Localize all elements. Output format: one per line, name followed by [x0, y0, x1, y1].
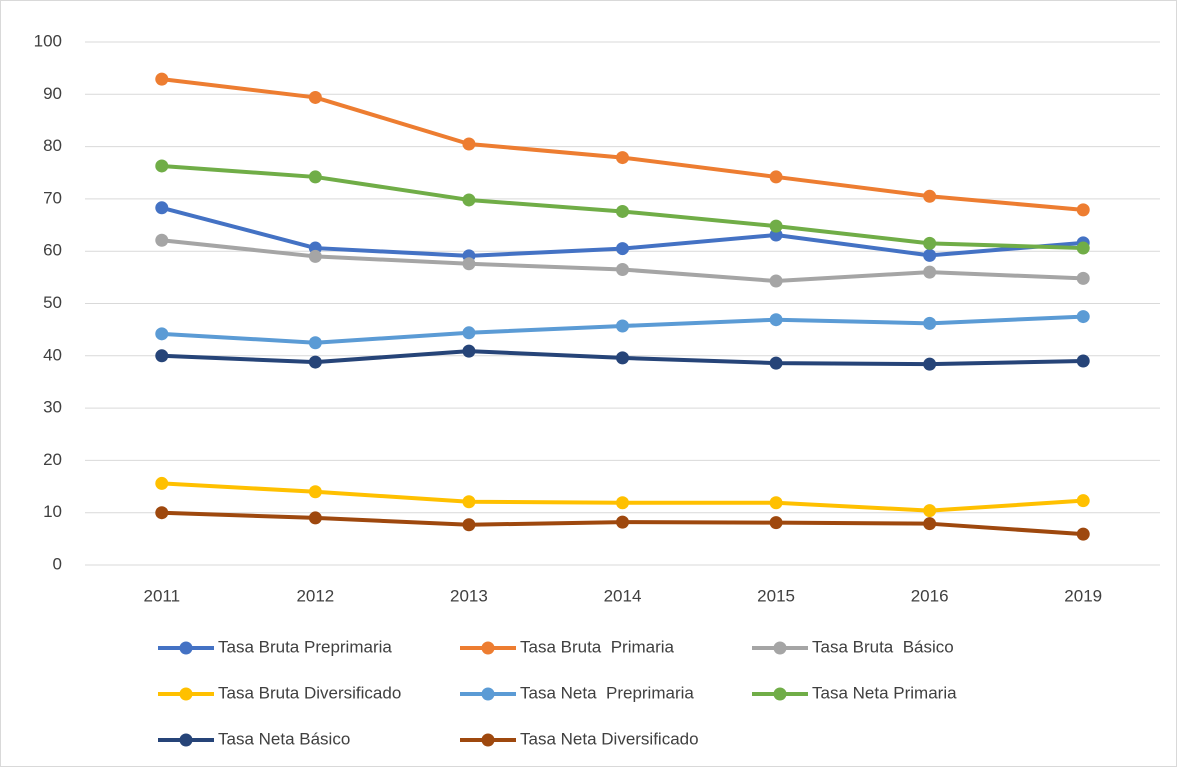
legend-label: Tasa Neta Preprimaria — [520, 683, 694, 702]
y-tick-label: 30 — [43, 398, 62, 417]
data-point — [155, 349, 169, 363]
data-point — [769, 219, 783, 233]
data-point — [462, 257, 476, 271]
data-point — [769, 516, 783, 530]
legend-marker — [179, 641, 193, 655]
data-point — [1076, 271, 1090, 285]
y-tick-label: 90 — [43, 84, 62, 103]
data-point — [155, 476, 169, 490]
data-point — [155, 159, 169, 173]
data-point — [923, 236, 937, 250]
data-point — [616, 351, 629, 365]
data-point — [923, 316, 937, 330]
y-tick-label: 70 — [43, 188, 62, 207]
data-point — [769, 496, 783, 510]
data-point — [462, 193, 476, 207]
data-point — [1076, 310, 1090, 324]
legend-label: Tasa Neta Diversificado — [520, 729, 699, 748]
data-point — [769, 313, 783, 327]
x-tick-label: 2015 — [757, 586, 795, 605]
legend-marker — [179, 687, 193, 701]
data-point — [616, 496, 629, 510]
y-tick-label: 50 — [43, 293, 62, 312]
data-point — [155, 233, 169, 247]
data-point — [462, 495, 476, 509]
data-point — [769, 170, 783, 184]
y-tick-label: 20 — [43, 450, 62, 469]
data-point — [923, 248, 937, 262]
data-point — [462, 137, 476, 151]
legend-label: Tasa Neta Primaria — [812, 683, 957, 702]
data-point — [308, 485, 322, 499]
data-point — [155, 201, 169, 215]
x-tick-label: 2013 — [450, 586, 488, 605]
legend-label: Tasa Bruta Preprimaria — [218, 637, 392, 656]
x-tick-label: 2016 — [911, 586, 949, 605]
x-tick-label: 2012 — [296, 586, 334, 605]
data-point — [923, 189, 937, 203]
data-point — [616, 515, 629, 529]
data-point — [308, 249, 322, 263]
data-point — [462, 518, 476, 532]
data-point — [616, 151, 629, 165]
data-point — [923, 357, 937, 371]
data-point — [1076, 494, 1090, 508]
data-point — [308, 336, 322, 350]
legend-marker — [773, 641, 787, 655]
legend-label: Tasa Bruta Básico — [812, 637, 954, 656]
legend-label: Tasa Bruta Primaria — [520, 637, 675, 656]
data-point — [769, 228, 783, 242]
legend-marker — [773, 687, 787, 701]
legend-marker — [481, 641, 495, 655]
legend-marker — [481, 687, 495, 701]
y-tick-label: 10 — [43, 502, 62, 521]
legend-marker — [179, 733, 193, 747]
data-point — [308, 90, 322, 104]
data-point — [1076, 203, 1090, 217]
data-point — [462, 326, 476, 340]
data-point — [1076, 241, 1090, 255]
data-point — [769, 356, 783, 370]
data-point — [923, 517, 937, 531]
data-point — [923, 504, 937, 518]
data-point — [1076, 354, 1090, 368]
y-tick-label: 100 — [34, 31, 62, 50]
x-tick-label: 2011 — [144, 586, 181, 605]
y-tick-label: 40 — [43, 345, 62, 364]
data-point — [616, 263, 629, 277]
legend-label: Tasa Bruta Diversificado — [218, 683, 401, 702]
data-point — [308, 170, 322, 184]
data-point — [923, 265, 937, 279]
data-point — [155, 72, 169, 86]
legend-label: Tasa Neta Básico — [218, 729, 350, 748]
data-point — [616, 319, 629, 333]
legend-marker — [481, 733, 495, 747]
data-point — [616, 242, 629, 256]
y-tick-label: 0 — [53, 554, 62, 573]
data-point — [155, 327, 169, 341]
data-point — [769, 274, 783, 288]
data-point — [1076, 527, 1090, 541]
data-point — [308, 355, 322, 369]
data-point — [616, 204, 629, 218]
data-point — [462, 344, 476, 358]
data-point — [308, 511, 322, 525]
x-tick-label: 2019 — [1064, 586, 1102, 605]
y-tick-label: 80 — [43, 136, 62, 155]
data-point — [155, 506, 169, 520]
x-tick-label: 2014 — [604, 586, 642, 605]
y-tick-label: 60 — [43, 241, 62, 260]
